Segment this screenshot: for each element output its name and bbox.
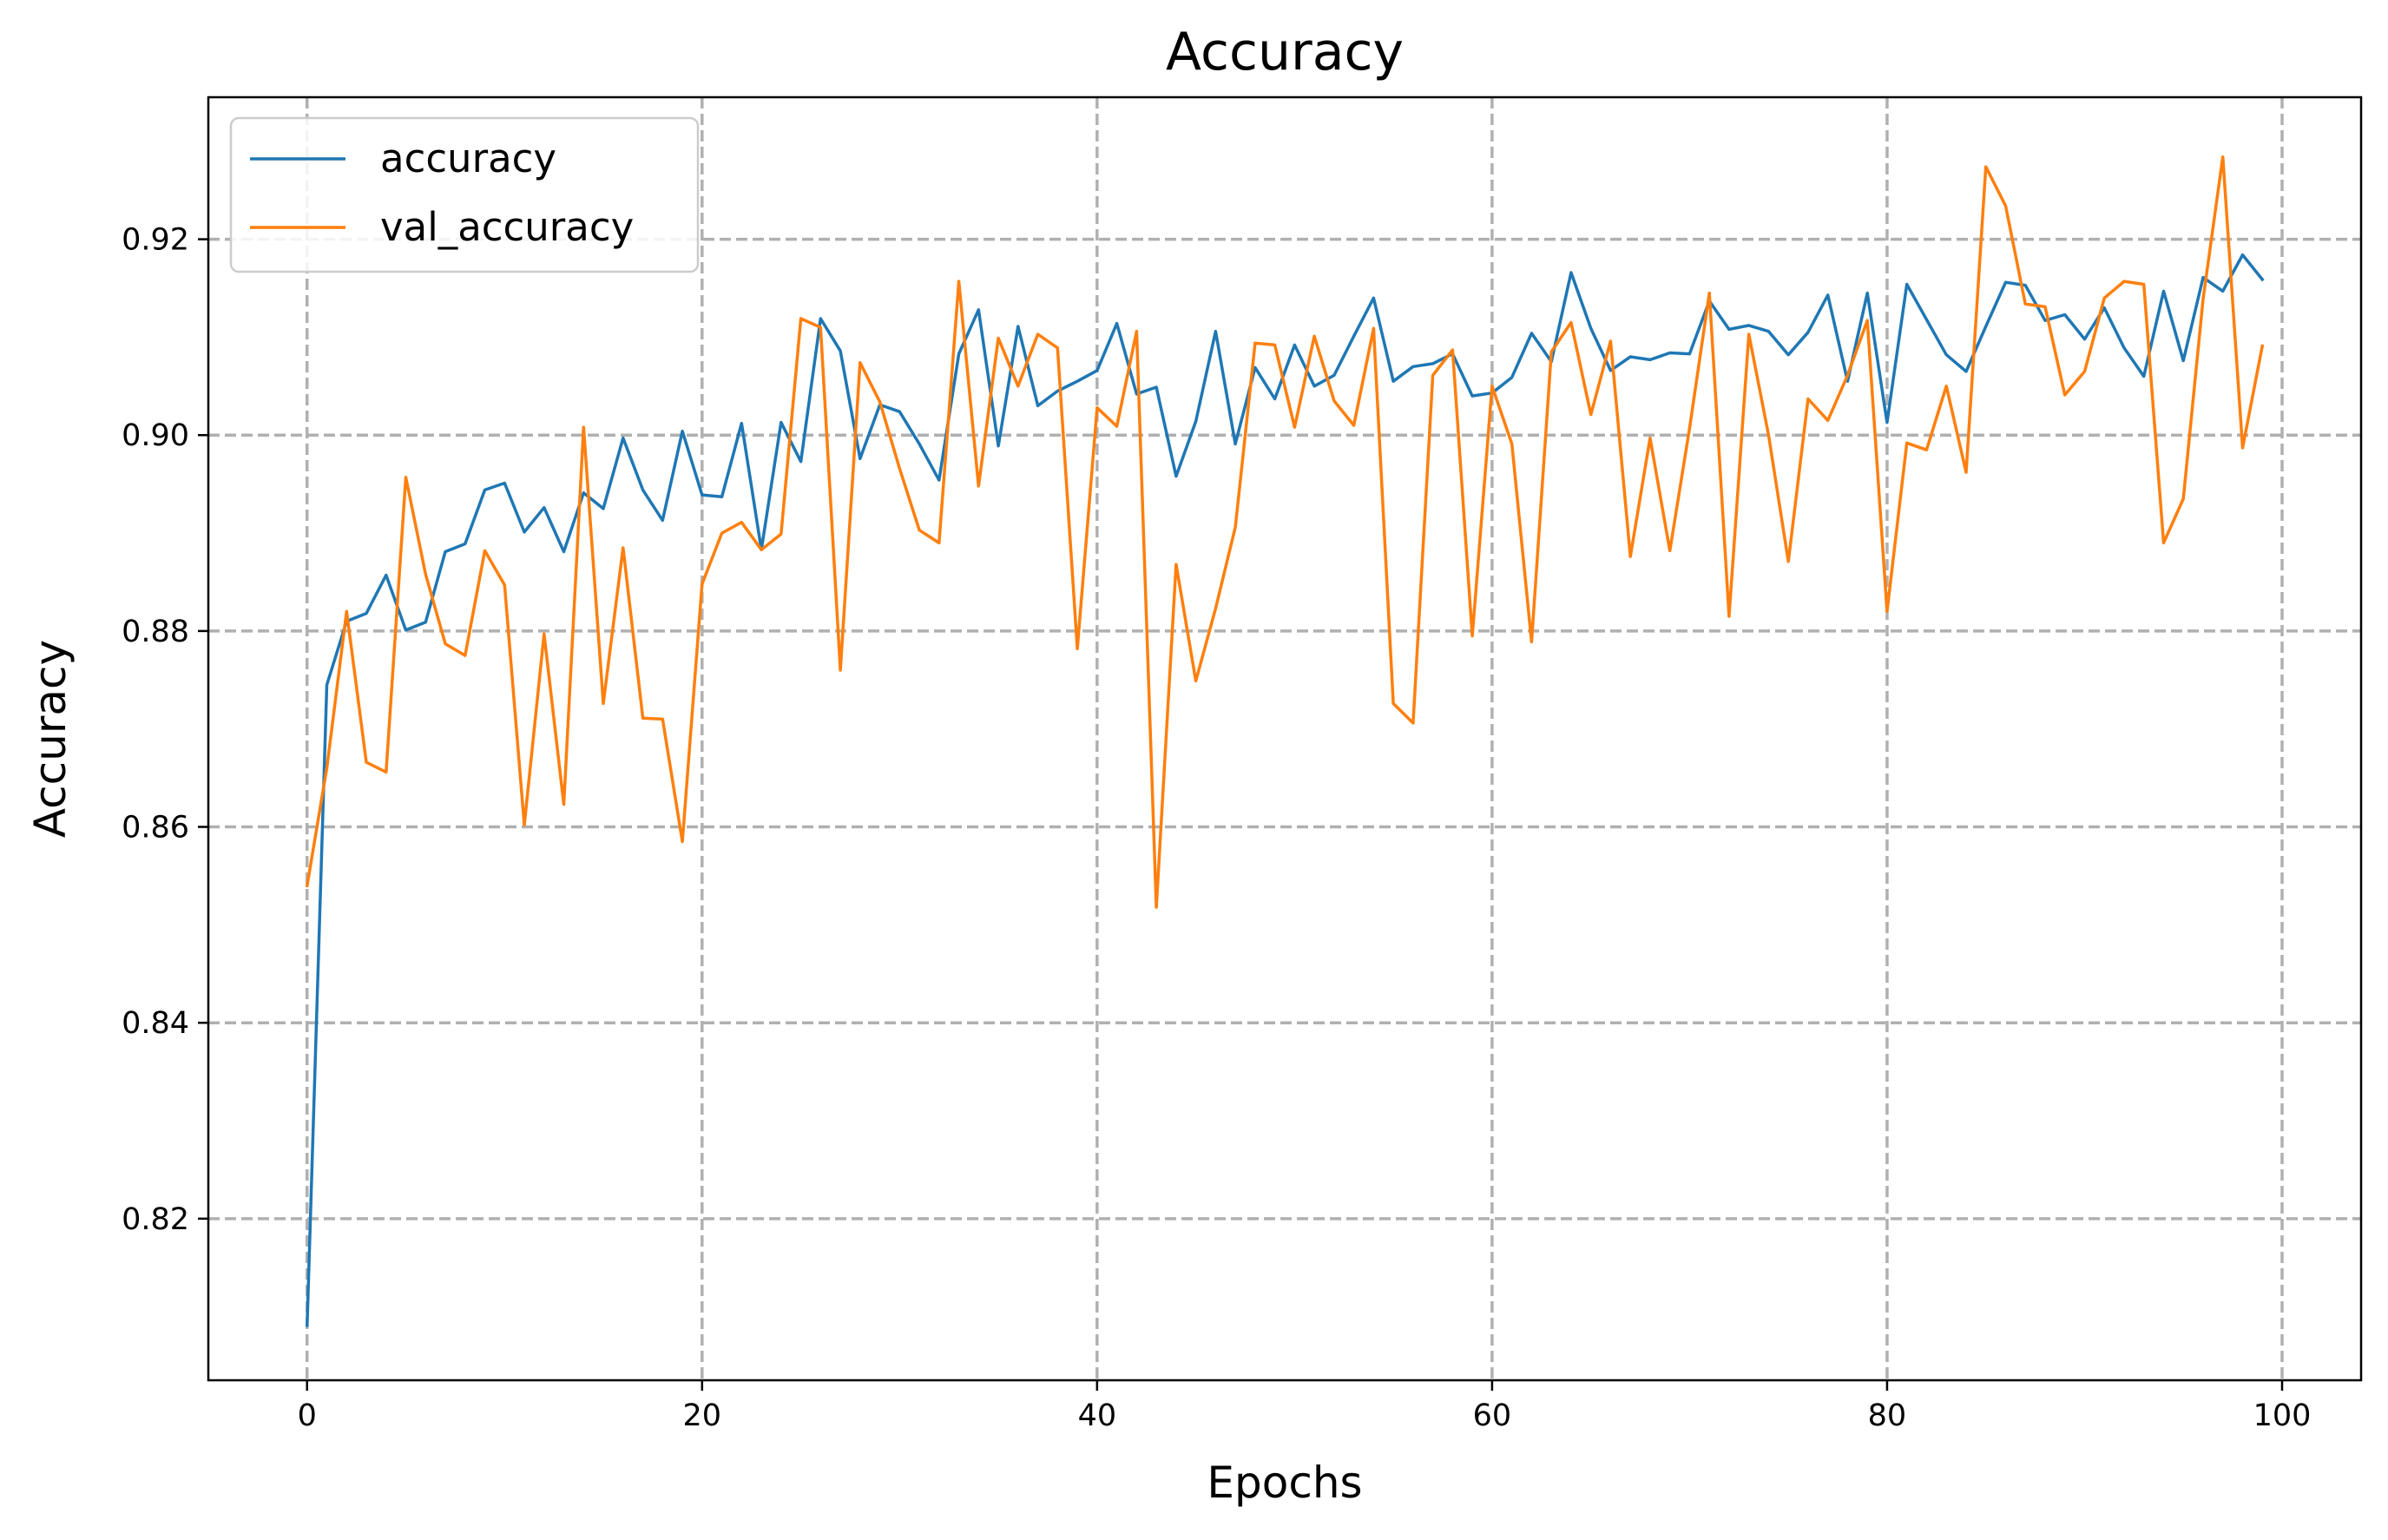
series-layer: [305, 155, 2265, 1327]
series-line-val-accuracy: [305, 155, 2265, 909]
plot-frame: [207, 95, 2363, 1382]
x-tick-label: 0: [298, 1399, 317, 1433]
tick-layer: 0 20 40 60 80 100 0.82 0.84 0.86 0.88 0.90 0.92: [122, 223, 2311, 1433]
y-tick-label: 0.84: [122, 1006, 189, 1041]
y-tick-label: 0.82: [122, 1202, 189, 1237]
x-tick-label: 100: [2253, 1399, 2312, 1433]
chart-title: Accuracy: [1166, 22, 1404, 82]
y-tick-label: 0.90: [122, 418, 189, 453]
legend-label-accuracy: accuracy: [380, 135, 556, 181]
series-line-accuracy: [305, 253, 2265, 1327]
y-tick-label: 0.86: [122, 811, 189, 846]
x-tick-label: 40: [1078, 1399, 1117, 1433]
y-axis-label: Accuracy: [25, 640, 76, 838]
legend-box: [229, 116, 700, 273]
x-axis-label: Epochs: [1207, 1458, 1362, 1508]
grid-layer: [208, 97, 2361, 1380]
y-tick-label: 0.92: [122, 223, 189, 258]
x-tick-label: 60: [1473, 1399, 1512, 1433]
x-tick-label: 80: [1868, 1399, 1907, 1433]
x-tick-label: 20: [683, 1399, 722, 1433]
y-tick-label: 0.88: [122, 615, 189, 649]
legend: accuracy val_accuracy: [229, 116, 700, 273]
legend-label-val-accuracy: val_accuracy: [380, 204, 634, 250]
